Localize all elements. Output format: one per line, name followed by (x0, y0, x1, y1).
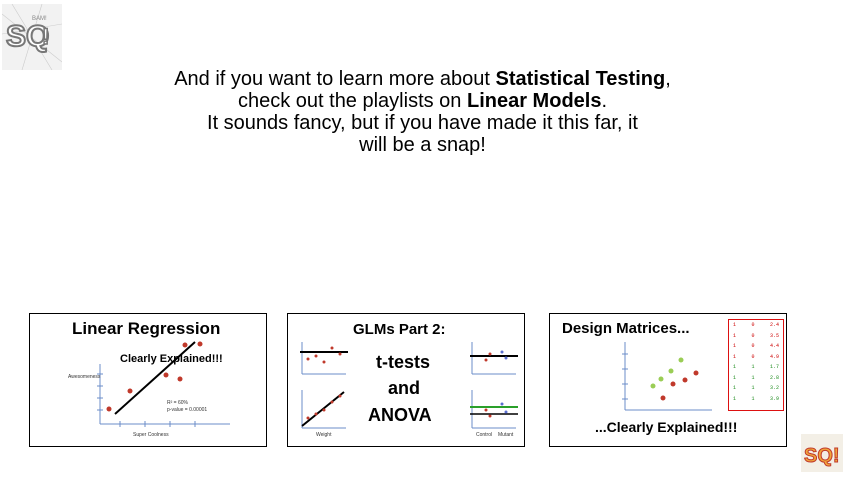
svg-text:SQ: SQ (6, 20, 49, 53)
card-line-anova: ANOVA (368, 405, 432, 425)
statquest-logo: SQ ! BAM! (1, 3, 63, 71)
card-title: GLMs Part 2: (353, 321, 446, 338)
matrix-row: 1 1 1.7 (733, 364, 779, 371)
card-subtitle: ...Clearly Explained!!! (595, 419, 738, 435)
matrix-row: 1 0 4.4 (733, 343, 779, 350)
card-title: Linear Regression (72, 319, 221, 338)
card-subtitle: Clearly Explained!!! (120, 353, 223, 365)
matrix-row: 1 0 4.9 (733, 353, 779, 360)
matrix-row: 1 1 3.9 (733, 395, 779, 402)
x-axis-label: Super Coolness (133, 432, 169, 438)
matrix-row: 1 0 3.5 (733, 332, 779, 339)
x-axis-label-control: Control (476, 432, 493, 438)
regression-plot (97, 341, 230, 427)
headline-text: And if you want to learn more about Stat… (174, 68, 671, 156)
r-squared-label: R² = 60% (167, 400, 188, 406)
glm-thumbnails (300, 342, 518, 429)
x-axis-label-mutant: Mutant (498, 432, 514, 438)
svg-text:SQ!: SQ! (804, 445, 840, 467)
matrix-row: 1 0 2.4 (733, 322, 779, 329)
svg-text:BAM!: BAM! (32, 16, 47, 22)
p-value-label: p-value = 0.00001 (167, 407, 208, 413)
card-title: Design Matrices... (562, 320, 690, 337)
matrix-row: 1 1 2.8 (733, 374, 779, 381)
statquest-logo-small: SQ! (801, 434, 843, 472)
svg-text:!: ! (42, 24, 49, 49)
playlist-card-linear-regression[interactable]: Linear Regression Clearly Explained!!! A… (29, 313, 267, 447)
card-line-and: and (388, 378, 421, 398)
matrix-row: 1 1 3.2 (733, 385, 779, 392)
card-line-ttests: t-tests (376, 352, 431, 372)
y-axis-label: Awesomeness (68, 374, 101, 380)
design-matrix-table: 1 0 2.4 1 0 3.5 1 0 4.4 1 0 4.9 1 1 1.7 1 1 2.8 1 1 3.… (728, 319, 784, 411)
x-axis-label-weight: Weight (316, 432, 332, 438)
playlist-card-glms-part-2[interactable]: GLMs Part 2: t-tests and ANOVA Weight Co… (287, 313, 525, 447)
design-matrix-plot (622, 342, 712, 411)
